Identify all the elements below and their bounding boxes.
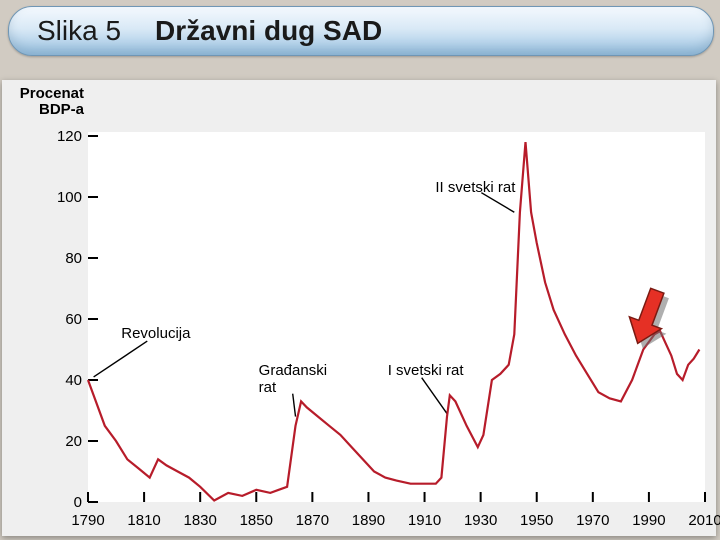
title-bar: Slika 5 Državni dug SAD — [8, 6, 714, 56]
figure-title: Državni dug SAD — [155, 15, 382, 47]
title-inner: Slika 5 Državni dug SAD — [9, 7, 713, 55]
annotation-gradjanski-line2: rat — [259, 379, 327, 396]
annotation-gradjanski-line1: Građanski — [259, 362, 327, 379]
annotation-gradjanski-rat: Građanski rat — [259, 362, 327, 396]
chart-svg — [2, 80, 716, 536]
chart-panel: Procenat BDP-a 120 100 80 60 40 20 0 179… — [2, 80, 716, 536]
plot-background — [88, 132, 705, 502]
figure-number: Slika 5 — [37, 15, 121, 47]
annotation-ww2: II svetski rat — [435, 179, 515, 196]
annotation-ww1: I svetski rat — [388, 362, 464, 379]
annotation-revolucija: Revolucija — [121, 325, 190, 342]
page-root: Slika 5 Državni dug SAD Procenat BDP-a 1… — [0, 0, 720, 540]
